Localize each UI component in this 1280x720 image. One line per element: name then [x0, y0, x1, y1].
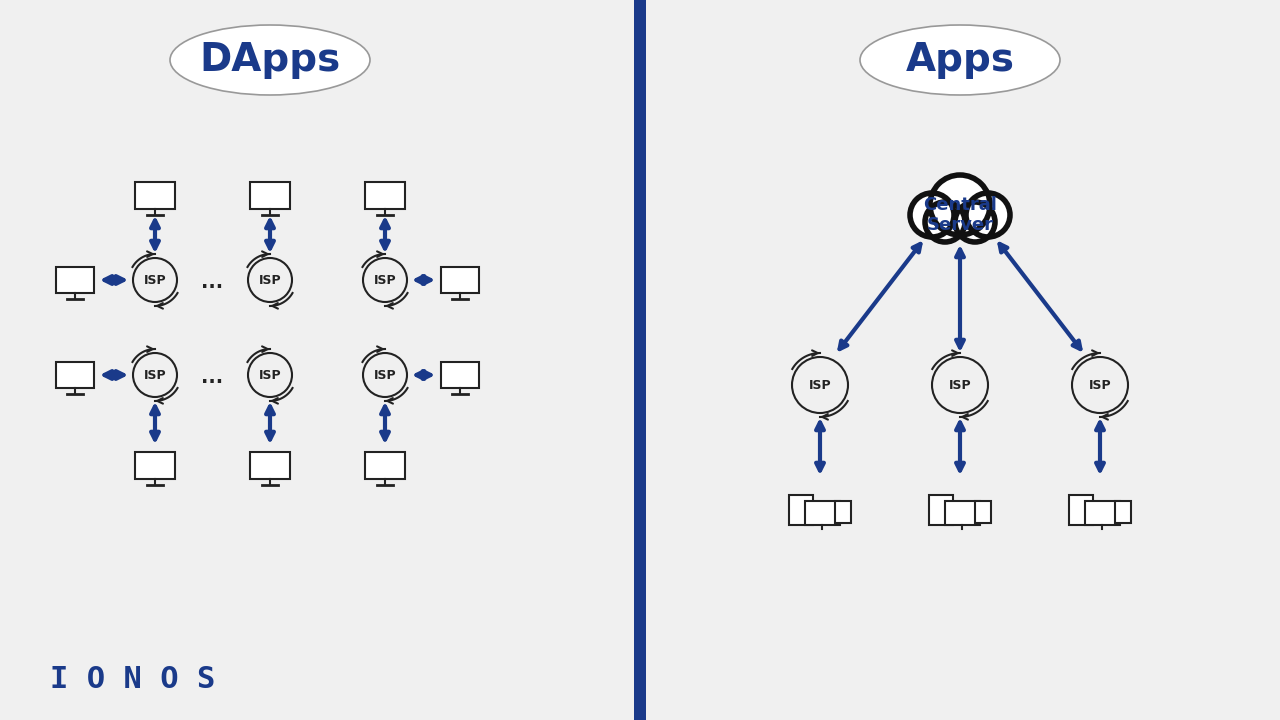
Text: ...: ...	[201, 367, 224, 387]
FancyBboxPatch shape	[56, 362, 93, 388]
FancyBboxPatch shape	[1069, 495, 1093, 526]
FancyBboxPatch shape	[369, 456, 401, 474]
Ellipse shape	[170, 25, 370, 95]
Text: ISP: ISP	[143, 369, 166, 382]
FancyBboxPatch shape	[56, 267, 93, 293]
FancyBboxPatch shape	[945, 501, 979, 526]
Circle shape	[955, 202, 995, 242]
Text: ...: ...	[201, 272, 224, 292]
FancyBboxPatch shape	[445, 271, 475, 289]
FancyBboxPatch shape	[253, 456, 285, 474]
FancyBboxPatch shape	[445, 366, 475, 384]
Circle shape	[925, 202, 965, 242]
Ellipse shape	[860, 25, 1060, 95]
Text: ISP: ISP	[809, 379, 831, 392]
Circle shape	[966, 193, 1010, 237]
FancyBboxPatch shape	[365, 181, 404, 209]
FancyBboxPatch shape	[250, 451, 291, 479]
Text: Apps: Apps	[905, 41, 1015, 79]
Text: ISP: ISP	[948, 379, 972, 392]
FancyBboxPatch shape	[442, 362, 479, 388]
FancyBboxPatch shape	[1084, 501, 1120, 526]
FancyBboxPatch shape	[1115, 501, 1130, 523]
Text: ISP: ISP	[143, 274, 166, 287]
FancyBboxPatch shape	[253, 186, 285, 204]
FancyBboxPatch shape	[140, 186, 172, 204]
FancyBboxPatch shape	[369, 186, 401, 204]
FancyBboxPatch shape	[634, 0, 646, 720]
Text: ISP: ISP	[259, 369, 282, 382]
FancyBboxPatch shape	[250, 181, 291, 209]
FancyBboxPatch shape	[134, 451, 175, 479]
Text: Central
Server: Central Server	[923, 196, 997, 235]
FancyBboxPatch shape	[805, 501, 840, 526]
FancyBboxPatch shape	[365, 451, 404, 479]
Circle shape	[910, 193, 954, 237]
FancyBboxPatch shape	[790, 495, 813, 526]
Text: DApps: DApps	[200, 41, 340, 79]
FancyBboxPatch shape	[60, 271, 90, 289]
Circle shape	[931, 175, 989, 235]
Text: I O N O S: I O N O S	[50, 665, 215, 695]
Text: ISP: ISP	[259, 274, 282, 287]
Text: ISP: ISP	[1089, 379, 1111, 392]
FancyBboxPatch shape	[836, 501, 851, 523]
FancyBboxPatch shape	[140, 456, 172, 474]
Text: ISP: ISP	[374, 369, 397, 382]
FancyBboxPatch shape	[442, 267, 479, 293]
FancyBboxPatch shape	[929, 495, 954, 526]
FancyBboxPatch shape	[134, 181, 175, 209]
Text: ISP: ISP	[374, 274, 397, 287]
FancyBboxPatch shape	[60, 366, 90, 384]
FancyBboxPatch shape	[975, 501, 991, 523]
